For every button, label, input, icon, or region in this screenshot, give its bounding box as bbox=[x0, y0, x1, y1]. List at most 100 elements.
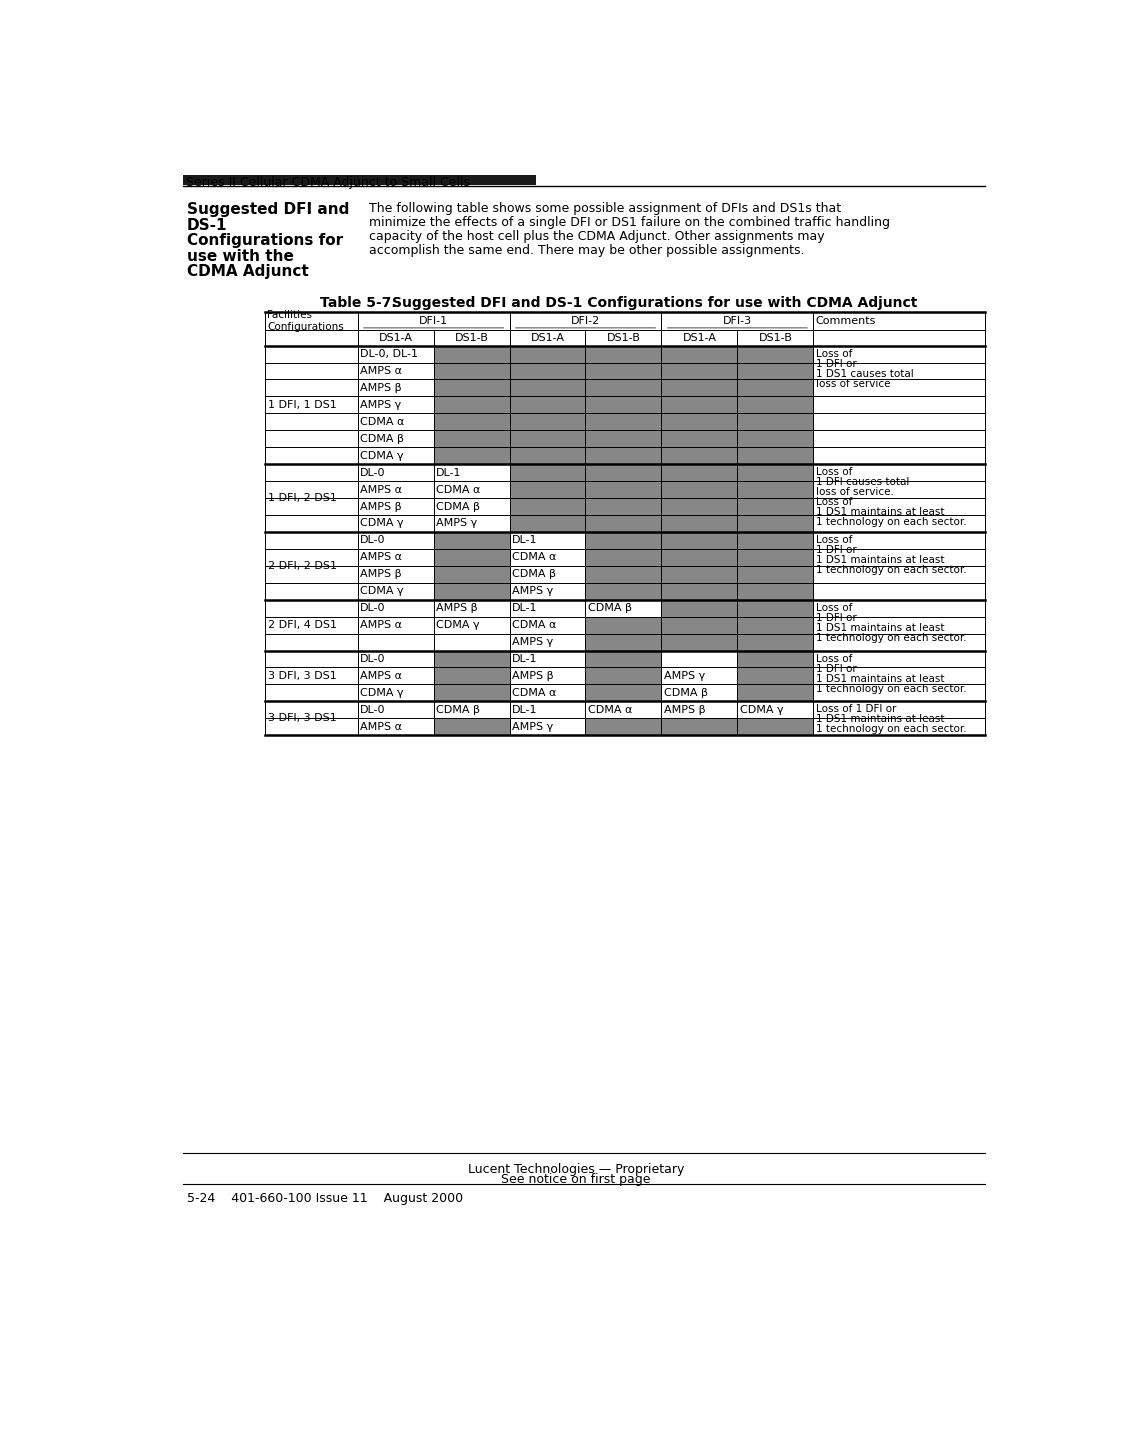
Text: 2 DFI, 2 DS1: 2 DFI, 2 DS1 bbox=[268, 561, 336, 571]
Text: DFI-1: DFI-1 bbox=[418, 316, 448, 326]
Text: CDMA γ: CDMA γ bbox=[360, 688, 404, 698]
Text: DS-1: DS-1 bbox=[187, 217, 227, 233]
Text: AMPS α: AMPS α bbox=[360, 671, 402, 681]
Bar bbox=[737, 465, 813, 480]
Text: DL-1: DL-1 bbox=[512, 705, 538, 715]
Text: CDMA β: CDMA β bbox=[664, 688, 708, 698]
Bar bbox=[585, 566, 662, 583]
Bar bbox=[737, 379, 813, 396]
Bar bbox=[510, 379, 585, 396]
Text: Lucent Technologies — Proprietary: Lucent Technologies — Proprietary bbox=[468, 1163, 684, 1175]
Text: DS1-A: DS1-A bbox=[379, 333, 413, 343]
Bar bbox=[585, 515, 662, 532]
Text: DS1-B: DS1-B bbox=[455, 333, 488, 343]
Text: CDMA α: CDMA α bbox=[435, 485, 480, 495]
Bar bbox=[585, 465, 662, 480]
Bar bbox=[433, 413, 510, 430]
Bar bbox=[510, 448, 585, 465]
Bar bbox=[662, 480, 737, 498]
Text: use with the: use with the bbox=[187, 249, 294, 263]
Text: 1 technology on each sector.: 1 technology on each sector. bbox=[816, 633, 966, 644]
Text: CDMA α: CDMA α bbox=[512, 688, 556, 698]
Text: DL-0: DL-0 bbox=[360, 705, 386, 715]
Text: accomplish the same end. There may be other possible assignments.: accomplish the same end. There may be ot… bbox=[369, 245, 804, 257]
Bar bbox=[737, 515, 813, 532]
Text: Loss of: Loss of bbox=[816, 498, 852, 508]
Text: CDMA Adjunct: CDMA Adjunct bbox=[187, 265, 309, 279]
Text: 1 DFI or: 1 DFI or bbox=[816, 359, 856, 369]
Text: Loss of: Loss of bbox=[816, 535, 852, 545]
Text: 1 DS1 maintains at least: 1 DS1 maintains at least bbox=[816, 508, 944, 518]
Bar bbox=[433, 549, 510, 566]
Text: Loss of 1 DFI or: Loss of 1 DFI or bbox=[816, 705, 896, 715]
Text: CDMA β: CDMA β bbox=[360, 433, 404, 443]
Bar bbox=[737, 448, 813, 465]
Bar bbox=[662, 465, 737, 480]
Bar bbox=[585, 532, 662, 549]
Bar bbox=[433, 430, 510, 448]
Bar bbox=[737, 430, 813, 448]
Bar bbox=[585, 498, 662, 515]
Bar bbox=[433, 566, 510, 583]
Text: CDMA γ: CDMA γ bbox=[740, 705, 783, 715]
Bar bbox=[585, 480, 662, 498]
Bar bbox=[662, 718, 737, 735]
Bar bbox=[585, 668, 662, 685]
Bar bbox=[585, 651, 662, 668]
Text: 1 DFI or: 1 DFI or bbox=[816, 545, 856, 555]
Bar bbox=[585, 616, 662, 633]
Bar bbox=[662, 346, 737, 363]
Text: 1 DFI causes total: 1 DFI causes total bbox=[816, 478, 909, 488]
Bar bbox=[737, 616, 813, 633]
Bar bbox=[662, 633, 737, 651]
Bar bbox=[585, 430, 662, 448]
Bar bbox=[662, 498, 737, 515]
Text: Suggested DFI and DS-1 Configurations for use with CDMA Adjunct: Suggested DFI and DS-1 Configurations fo… bbox=[393, 296, 918, 310]
Text: AMPS β: AMPS β bbox=[435, 603, 477, 613]
Text: DL-0, DL-1: DL-0, DL-1 bbox=[360, 349, 418, 359]
Text: AMPS γ: AMPS γ bbox=[512, 586, 554, 596]
Bar bbox=[510, 430, 585, 448]
Text: Suggested DFI and: Suggested DFI and bbox=[187, 203, 350, 217]
Bar bbox=[510, 363, 585, 379]
Bar bbox=[737, 583, 813, 599]
Text: Table 5-7.: Table 5-7. bbox=[321, 296, 397, 310]
Bar bbox=[585, 448, 662, 465]
Bar bbox=[737, 566, 813, 583]
Text: CDMA γ: CDMA γ bbox=[435, 621, 479, 631]
Text: 1 technology on each sector.: 1 technology on each sector. bbox=[816, 565, 966, 575]
Text: DS1-A: DS1-A bbox=[683, 333, 717, 343]
Bar bbox=[737, 549, 813, 566]
Text: AMPS γ: AMPS γ bbox=[512, 722, 554, 732]
Bar bbox=[585, 363, 662, 379]
Text: See notice on first page: See notice on first page bbox=[502, 1174, 651, 1187]
Text: AMPS α: AMPS α bbox=[360, 722, 402, 732]
Bar bbox=[737, 480, 813, 498]
Bar bbox=[737, 413, 813, 430]
Text: DL-0: DL-0 bbox=[360, 603, 386, 613]
Text: 1 technology on each sector.: 1 technology on each sector. bbox=[816, 518, 966, 528]
Text: Configurations for: Configurations for bbox=[187, 233, 343, 249]
Bar bbox=[662, 532, 737, 549]
Bar bbox=[662, 616, 737, 633]
Bar bbox=[662, 583, 737, 599]
Text: DS1-A: DS1-A bbox=[531, 333, 565, 343]
Text: DL-0: DL-0 bbox=[360, 654, 386, 664]
Text: DL-1: DL-1 bbox=[512, 535, 538, 545]
Bar bbox=[433, 668, 510, 685]
Text: CDMA α: CDMA α bbox=[587, 705, 632, 715]
Text: CDMA γ: CDMA γ bbox=[360, 450, 404, 460]
Bar bbox=[662, 396, 737, 413]
Bar bbox=[737, 718, 813, 735]
Text: DS1-B: DS1-B bbox=[758, 333, 792, 343]
Bar bbox=[585, 396, 662, 413]
Bar bbox=[737, 633, 813, 651]
Text: AMPS β: AMPS β bbox=[360, 383, 402, 393]
Text: 1 DFI, 2 DS1: 1 DFI, 2 DS1 bbox=[268, 493, 336, 503]
Bar bbox=[662, 566, 737, 583]
Bar bbox=[433, 363, 510, 379]
Text: DFI-3: DFI-3 bbox=[723, 316, 752, 326]
Text: AMPS γ: AMPS γ bbox=[360, 400, 402, 410]
Text: Loss of: Loss of bbox=[816, 603, 852, 613]
Text: CDMA β: CDMA β bbox=[435, 705, 480, 715]
